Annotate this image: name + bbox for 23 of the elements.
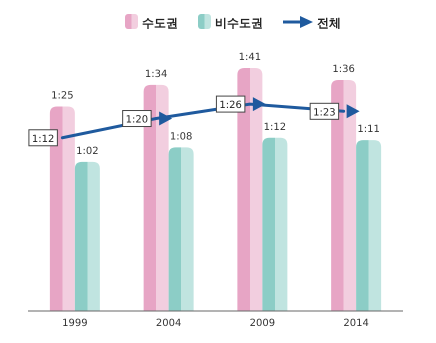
data-label: 1:41 (238, 52, 262, 63)
bar (356, 140, 382, 311)
x-tick-label: 2004 (156, 318, 182, 329)
data-label: 1:08 (170, 131, 192, 142)
bar (168, 147, 194, 311)
bar (74, 162, 100, 311)
data-label: 1:25 (51, 90, 74, 102)
data-label: 1:11 (357, 124, 380, 136)
x-tick-label: 2009 (250, 318, 276, 329)
data-label: 1:12 (32, 134, 54, 145)
x-tick-label: 2014 (343, 318, 369, 329)
data-label: 1:02 (76, 146, 99, 157)
data-label: 1:12 (264, 122, 286, 133)
data-label: 1:23 (313, 107, 336, 118)
data-label: 1:34 (144, 68, 168, 80)
legend-label: 수도권 (142, 16, 178, 30)
bar (262, 138, 288, 311)
legend-label: 전체 (317, 16, 341, 30)
x-tick-label: 1999 (62, 318, 88, 329)
data-label: 1:26 (219, 100, 242, 112)
legend-label: 비수도권 (215, 16, 263, 30)
data-label: 1:20 (126, 114, 148, 126)
data-label: 1:36 (332, 64, 355, 76)
